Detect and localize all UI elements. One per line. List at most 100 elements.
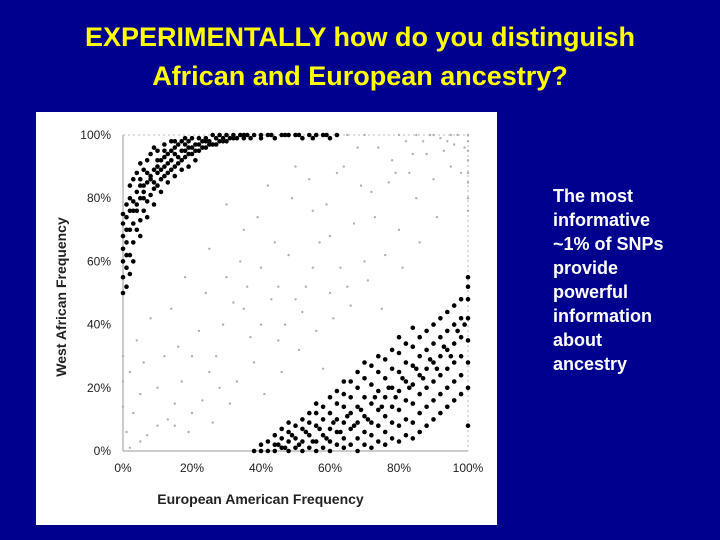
data-point	[224, 139, 229, 144]
data-point	[120, 246, 126, 252]
data-point	[334, 132, 340, 138]
data-point-background	[377, 146, 380, 149]
data-point	[224, 132, 229, 138]
data-point	[417, 372, 423, 378]
data-point	[182, 135, 188, 141]
data-point	[179, 148, 184, 154]
data-point	[382, 413, 388, 419]
note-line: information	[553, 306, 652, 326]
data-point	[417, 429, 423, 435]
data-point	[120, 290, 126, 296]
data-point	[172, 151, 178, 157]
data-point-background	[128, 446, 132, 449]
data-point	[348, 379, 354, 384]
data-point	[258, 448, 264, 454]
data-point	[169, 158, 174, 163]
data-point	[286, 429, 291, 435]
data-point-background	[239, 260, 242, 263]
note-line: ~1% of SNPs	[553, 234, 664, 254]
data-point	[400, 376, 405, 381]
data-point	[151, 186, 157, 191]
data-point	[131, 259, 136, 264]
data-point-background	[259, 266, 263, 269]
data-point	[424, 347, 429, 353]
data-point	[355, 420, 360, 425]
data-point-background	[384, 253, 387, 257]
data-point-background	[294, 298, 297, 301]
data-point-background	[411, 152, 414, 156]
data-point	[355, 385, 360, 391]
data-point	[307, 445, 312, 451]
data-point-background	[190, 355, 194, 358]
data-point	[120, 274, 126, 280]
data-point	[327, 410, 333, 416]
data-point-background	[183, 276, 187, 279]
data-point	[258, 132, 264, 138]
data-point	[424, 423, 429, 429]
data-point	[310, 135, 316, 141]
data-point	[169, 148, 174, 154]
data-point-background	[390, 159, 394, 162]
data-point-background	[204, 291, 207, 295]
data-point	[451, 341, 457, 346]
data-point-background	[466, 181, 470, 184]
data-point-background	[242, 307, 245, 310]
data-point-background	[318, 241, 321, 244]
data-point	[334, 388, 340, 394]
data-point-background	[139, 440, 142, 443]
data-point	[365, 417, 371, 422]
data-point	[120, 259, 126, 264]
data-point	[276, 442, 281, 448]
data-point-background	[339, 266, 342, 269]
data-point	[307, 432, 312, 438]
data-point-background	[453, 143, 456, 146]
data-point	[427, 357, 433, 362]
data-point	[138, 233, 143, 239]
data-point-background	[283, 323, 287, 326]
data-point	[348, 442, 354, 448]
data-point	[362, 429, 367, 435]
data-point-background	[432, 133, 435, 137]
data-point	[120, 221, 126, 226]
data-point-background	[466, 197, 470, 200]
data-point	[410, 436, 416, 441]
data-point-background	[128, 370, 132, 374]
data-point	[431, 322, 436, 327]
data-point	[358, 407, 364, 413]
data-point	[445, 404, 450, 410]
data-point	[403, 398, 409, 403]
data-point	[451, 360, 457, 365]
data-point	[424, 385, 429, 391]
data-point-background	[397, 228, 401, 231]
data-point	[396, 407, 402, 413]
x-tick-label: 100%	[453, 461, 484, 475]
tick-labels: 0% 20% 40% 60% 80% 100% 0% 20% 40% 60% 80% 100%	[80, 128, 483, 475]
data-point	[300, 417, 305, 422]
x-tick-label: 0%	[114, 461, 132, 475]
data-point	[234, 135, 240, 141]
data-point	[165, 180, 171, 185]
data-point	[445, 328, 450, 334]
y-axis-label: West African Frequency	[53, 217, 69, 377]
data-point	[410, 382, 416, 387]
data-point	[217, 139, 222, 144]
data-point	[465, 423, 471, 429]
data-point	[155, 164, 160, 169]
data-point	[138, 183, 143, 188]
data-point	[424, 328, 429, 334]
data-point	[131, 221, 136, 226]
data-point	[438, 372, 443, 378]
data-point-background	[328, 291, 332, 295]
data-point-background	[311, 209, 314, 212]
data-point	[438, 353, 443, 359]
data-point	[175, 161, 181, 166]
data-point-background	[408, 171, 411, 175]
data-point	[231, 135, 236, 141]
data-point	[369, 420, 374, 425]
data-point	[369, 363, 374, 368]
data-point	[389, 366, 395, 372]
data-point	[238, 132, 243, 138]
data-point-background	[466, 159, 470, 162]
data-point	[286, 420, 291, 425]
data-point	[279, 426, 284, 432]
